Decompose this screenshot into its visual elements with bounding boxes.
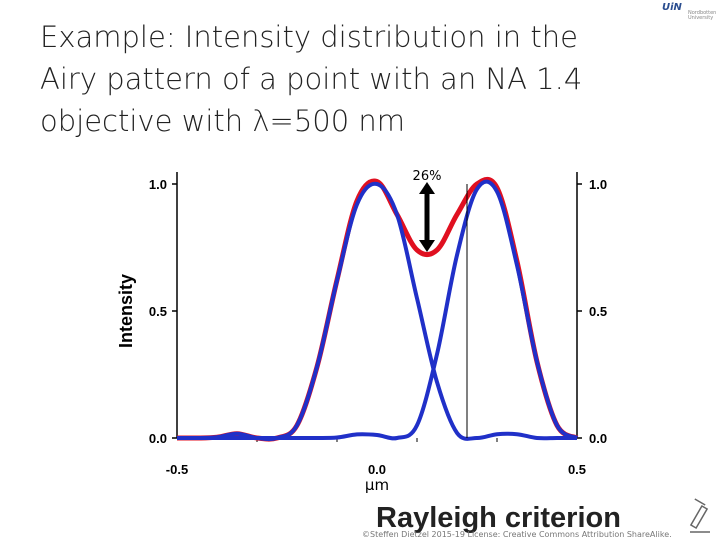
dip-percentage-label: 26% (413, 169, 442, 184)
x-tick-label: 0.0 (368, 462, 386, 477)
y-tick-label-left: 0.5 (149, 304, 167, 319)
x-tick-label: 0.5 (568, 462, 586, 477)
x-tick-label: -0.5 (166, 462, 188, 477)
y-axis-label: Intensity (116, 274, 136, 348)
x-axis-label: µm (365, 476, 389, 494)
slide-title: Example: Intensity distribution in the A… (40, 16, 680, 142)
dip-arrow-head-down (419, 240, 435, 253)
y-tick-label-right: 1.0 (589, 177, 607, 192)
y-tick-label-left: 1.0 (149, 177, 167, 192)
microscope-icon (689, 498, 710, 533)
title-line-3: objective with λ=500 nm (40, 104, 406, 138)
dip-arrow-head-up (419, 182, 435, 194)
y-tick-label-left: 0.0 (149, 431, 167, 446)
single-point-curve (176, 179, 579, 441)
title-line-1: Example: Intensity distribution in the (40, 20, 578, 54)
license-credit: ©Steffen Dietzel 2015-19 License: Creati… (362, 530, 672, 539)
chart-curves (176, 176, 579, 442)
rayleigh-heading: Rayleigh criterion (376, 502, 621, 534)
logo-mark: UiN (662, 2, 682, 13)
chart-annotation: 26% (413, 169, 468, 438)
logo-subtext: Nord­botten University (688, 10, 717, 21)
sum-curve (176, 176, 579, 442)
university-logo: UiN Nord­botten University (662, 2, 718, 26)
y-tick-label-right: 0.5 (589, 304, 607, 319)
title-line-2: Airy pattern of a point with an NA 1.4 (40, 62, 583, 96)
single-point-curve (176, 181, 577, 442)
y-tick-label-right: 0.0 (589, 431, 607, 446)
chart-axes: 0.0 0.5 1.0 0.0 0.5 1.0 -0.5 0.0 0.5 µm Intensity (116, 172, 607, 494)
